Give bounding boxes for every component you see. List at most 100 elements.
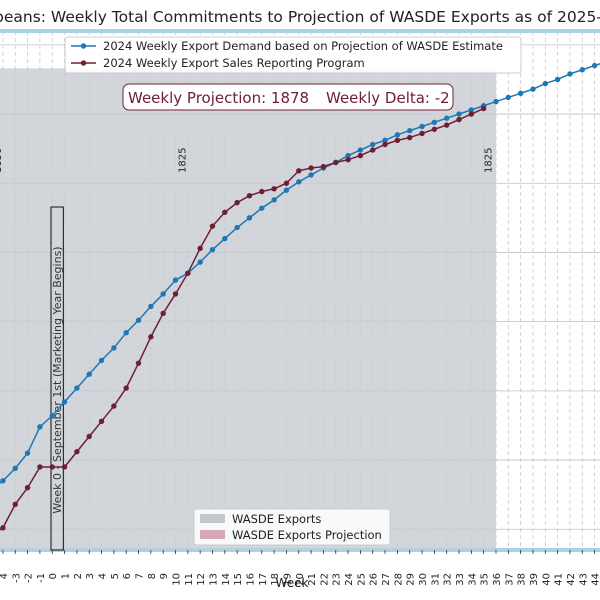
data-point	[0, 478, 6, 484]
data-point	[468, 107, 475, 113]
data-point	[345, 152, 351, 159]
legend-bottom: WASDE Exports WASDE Exports Projection	[193, 508, 391, 546]
data-point	[382, 141, 388, 148]
legend-swatch	[200, 514, 225, 523]
data-point	[98, 418, 105, 424]
data-point	[357, 152, 364, 159]
data-point	[135, 360, 142, 366]
data-point	[333, 159, 339, 166]
data-point	[37, 424, 43, 430]
x-tick-label: 22	[319, 573, 330, 586]
x-tick-label: 23	[332, 573, 343, 586]
data-point	[148, 334, 154, 340]
data-point	[480, 105, 487, 112]
x-tick-label: 19	[282, 573, 293, 586]
data-point	[37, 464, 43, 470]
x-tick-label: 27	[381, 573, 392, 586]
x-tick-label: -3	[11, 573, 22, 583]
legend-top-frame	[64, 36, 522, 74]
data-point	[320, 163, 327, 170]
x-tick-label: 41	[554, 573, 565, 586]
data-point	[517, 90, 524, 96]
data-point	[148, 303, 154, 310]
x-tick-label: 38	[517, 573, 528, 586]
x-tick-label: 31	[430, 573, 441, 586]
x-tick-label: 6	[122, 573, 133, 579]
data-point	[296, 168, 302, 174]
data-point	[160, 310, 166, 317]
rotated-value-label: 1850	[0, 148, 4, 173]
data-point	[98, 357, 105, 364]
x-tick-label: 37	[504, 573, 515, 586]
x-tick-label: 3	[85, 573, 96, 579]
data-point	[542, 80, 548, 87]
data-point	[49, 413, 55, 419]
x-tick-label: 18	[270, 573, 281, 586]
legend-swatch	[200, 530, 225, 539]
data-point	[271, 197, 277, 203]
x-axis-label: Week	[276, 576, 309, 590]
data-point	[74, 449, 80, 455]
data-point	[443, 122, 450, 128]
x-tick-label: 13	[208, 573, 219, 586]
data-point	[567, 71, 573, 77]
data-point	[357, 147, 364, 153]
data-point	[579, 67, 585, 73]
data-point	[407, 134, 413, 141]
data-point	[419, 123, 425, 130]
data-point	[382, 137, 388, 144]
legend-entry: 2024 Weekly Export Demand based on Proje…	[103, 39, 503, 53]
data-point	[468, 111, 475, 117]
data-point	[12, 501, 18, 508]
week0-annotation: Week 0 - September 1st (Marketing Year B…	[51, 246, 64, 513]
x-tick-label: 34	[467, 573, 478, 586]
data-point	[234, 199, 240, 206]
data-point	[185, 270, 191, 276]
x-tick-label: 15	[233, 573, 244, 586]
data-point	[197, 259, 203, 265]
data-point	[443, 115, 450, 121]
data-point	[123, 330, 129, 336]
data-point	[135, 317, 142, 323]
data-point	[246, 192, 253, 199]
projection-box-frame	[122, 83, 454, 111]
x-tick-label: 26	[369, 573, 380, 586]
x-tick-label: 4	[98, 573, 109, 579]
data-point	[431, 119, 438, 126]
rotated-value-label: 1825	[178, 148, 189, 173]
x-tick-label: 43	[578, 573, 589, 586]
legend-marker	[80, 60, 87, 66]
data-point	[505, 94, 512, 101]
plot-layer: Week 0 - September 1st (Marketing Year B…	[0, 29, 600, 586]
x-tick-label: 42	[566, 573, 577, 586]
legend-top: 2024 Weekly Export Demand based on Proje…	[64, 36, 522, 74]
x-tick-label: 32	[443, 573, 454, 586]
data-point	[160, 291, 166, 297]
data-point	[456, 116, 462, 123]
legend-entry: 2024 Weekly Export Sales Reporting Progr…	[103, 56, 365, 70]
x-tick-label: 40	[541, 573, 552, 586]
data-point	[431, 126, 438, 132]
data-point	[345, 157, 351, 163]
data-point	[308, 172, 314, 178]
x-tick-label: 39	[529, 573, 540, 586]
legend-entry: WASDE Exports	[232, 512, 321, 526]
x-tick-label: 9	[159, 573, 170, 579]
data-point	[259, 205, 265, 211]
data-point	[283, 187, 290, 193]
data-point	[259, 188, 265, 195]
x-tick-label: 10	[172, 573, 183, 586]
data-point	[271, 186, 277, 192]
x-tick-label: 14	[221, 573, 232, 586]
data-point	[283, 180, 290, 186]
x-tick-label: 44	[591, 573, 600, 586]
x-tick-label: 28	[393, 573, 404, 586]
top-accent-bar	[0, 29, 600, 33]
data-point	[24, 485, 31, 491]
x-tick-label: 36	[492, 573, 503, 586]
week0-marker-box	[50, 206, 64, 551]
series-wasde-demand	[0, 62, 600, 485]
data-point	[456, 111, 462, 117]
wasde-exports-region	[0, 68, 496, 551]
